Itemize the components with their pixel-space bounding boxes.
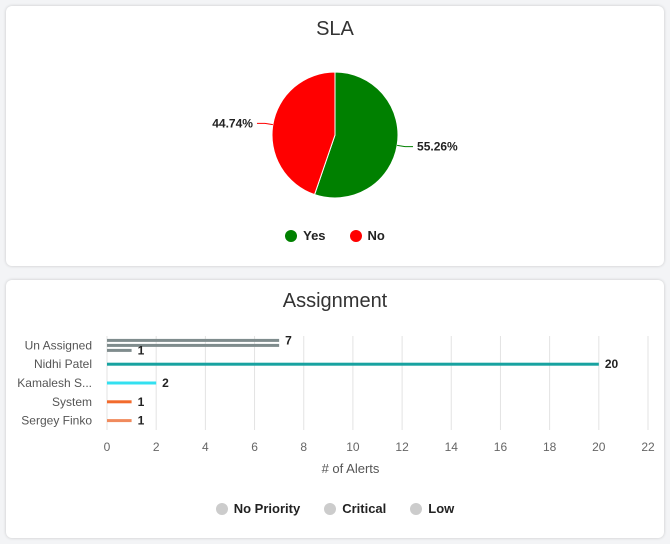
bar[interactable] [107, 381, 157, 385]
legend-item-no[interactable]: No [349, 228, 385, 243]
bar-value-label: 1 [138, 395, 145, 409]
pie-label-yes: 55.26% [417, 140, 458, 154]
pie-label-no: 44.74% [212, 116, 253, 130]
x-tick-label: 22 [641, 440, 655, 454]
x-axis-title: # of Alerts [322, 461, 380, 476]
x-tick-label: 10 [346, 440, 360, 454]
legend-label-yes: Yes [303, 228, 326, 243]
sla-pie-chart: 55.26% 44.74% [212, 71, 458, 199]
legend-dot-no [349, 229, 362, 242]
x-tick-label: 12 [395, 440, 409, 454]
legend-dot-critical [324, 502, 337, 515]
bar-value-label: 2 [162, 376, 169, 390]
x-tick-label: 18 [543, 440, 557, 454]
bar[interactable] [107, 400, 132, 404]
legend-item-yes[interactable]: Yes [285, 228, 326, 243]
legend-item-low[interactable]: Low [410, 501, 454, 516]
x-tick-label: 4 [202, 440, 209, 454]
legend-item-critical[interactable]: Critical [324, 501, 386, 516]
y-category-label: System [52, 395, 92, 409]
y-category-label: Un Assigned [25, 338, 92, 352]
bar-value-label: 1 [138, 414, 145, 428]
bar[interactable] [107, 362, 599, 366]
x-tick-label: 2 [153, 440, 160, 454]
bar-value-label: 20 [605, 357, 619, 371]
bar[interactable] [107, 343, 280, 347]
bar[interactable] [107, 348, 132, 352]
assignment-legend: No Priority Critical Low [6, 501, 664, 516]
x-tick-label: 8 [300, 440, 307, 454]
pie-slice-no[interactable] [271, 71, 336, 196]
x-tick-label: 14 [445, 440, 459, 454]
sla-card: SLA 55.26% 44.74% Yes No [6, 6, 664, 266]
legend-label-critical: Critical [342, 501, 387, 516]
legend-dot-low [410, 502, 423, 515]
legend-item-no-priority[interactable]: No Priority [215, 501, 301, 516]
bar-value-label: 1 [138, 343, 145, 357]
y-category-label: Nidhi Patel [34, 357, 92, 371]
pie-connector-no [256, 122, 273, 126]
assignment-card: Assignment 0 2 4 6 8 10 12 14 16 18 20 22 # of Alert… [6, 280, 664, 538]
pie-connector-yes [397, 144, 414, 148]
sla-legend: Yes No [6, 228, 664, 243]
x-tick-label: 0 [104, 440, 111, 454]
bar[interactable] [107, 419, 132, 423]
x-tick-label: 16 [494, 440, 508, 454]
legend-label-no-priority: No Priority [233, 501, 301, 516]
bar-value-label: 7 [285, 333, 292, 347]
legend-dot-yes [285, 229, 298, 242]
x-tick-label: 20 [592, 440, 606, 454]
bar[interactable] [107, 338, 280, 342]
x-tick-label: 6 [251, 440, 258, 454]
sla-title: SLA [316, 18, 354, 40]
assignment-title: Assignment [282, 290, 388, 312]
legend-label-no: No [367, 228, 385, 243]
legend-dot-no-priority [215, 502, 228, 515]
y-category-label: Sergey Finko [21, 414, 92, 428]
y-category-label: Kamalesh S... [17, 376, 92, 390]
legend-label-low: Low [428, 501, 455, 516]
